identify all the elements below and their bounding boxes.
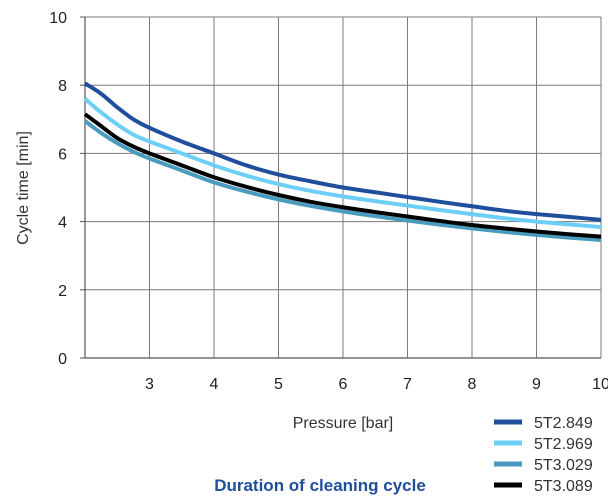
chart-caption: Duration of cleaning cycle [214, 476, 426, 495]
legend: 5T2.849 5T2.969 5T3.029 5T3.089 [494, 415, 593, 495]
series-line-5T3.029 [83, 119, 602, 243]
legend-label: 5T2.849 [534, 415, 593, 432]
x-tick-label: 3 [145, 376, 154, 393]
series-line-5T2.969 [83, 97, 602, 230]
axes [80, 16, 601, 359]
legend-label: 5T3.029 [534, 457, 593, 474]
x-tick-label: 6 [339, 376, 348, 393]
series-line-5T3.089 [83, 112, 602, 239]
legend-label: 5T2.969 [534, 436, 593, 453]
x-axis-label: Pressure [bar] [293, 415, 393, 432]
x-tick-label: 10 [592, 376, 608, 393]
x-tick-label: 8 [468, 376, 477, 393]
y-tick-label: 4 [58, 215, 67, 232]
y-tick-label: 0 [58, 351, 67, 368]
y-tick-label: 2 [58, 283, 67, 300]
series-line-5T2.849 [83, 81, 602, 222]
y-tick-label: 10 [49, 10, 67, 27]
x-tick-label: 5 [274, 376, 283, 393]
tick-labels: 0 2 4 6 8 10 3 4 5 6 7 8 9 10 [49, 10, 608, 393]
x-tick-label: 7 [403, 376, 412, 393]
series-layer [83, 81, 602, 243]
x-tick-label: 4 [210, 376, 219, 393]
legend-label: 5T3.089 [534, 478, 593, 495]
y-tick-label: 6 [58, 146, 67, 163]
y-axis-label: Cycle time [min] [15, 131, 32, 245]
x-tick-label: 9 [532, 376, 541, 393]
y-tick-label: 8 [58, 78, 67, 95]
